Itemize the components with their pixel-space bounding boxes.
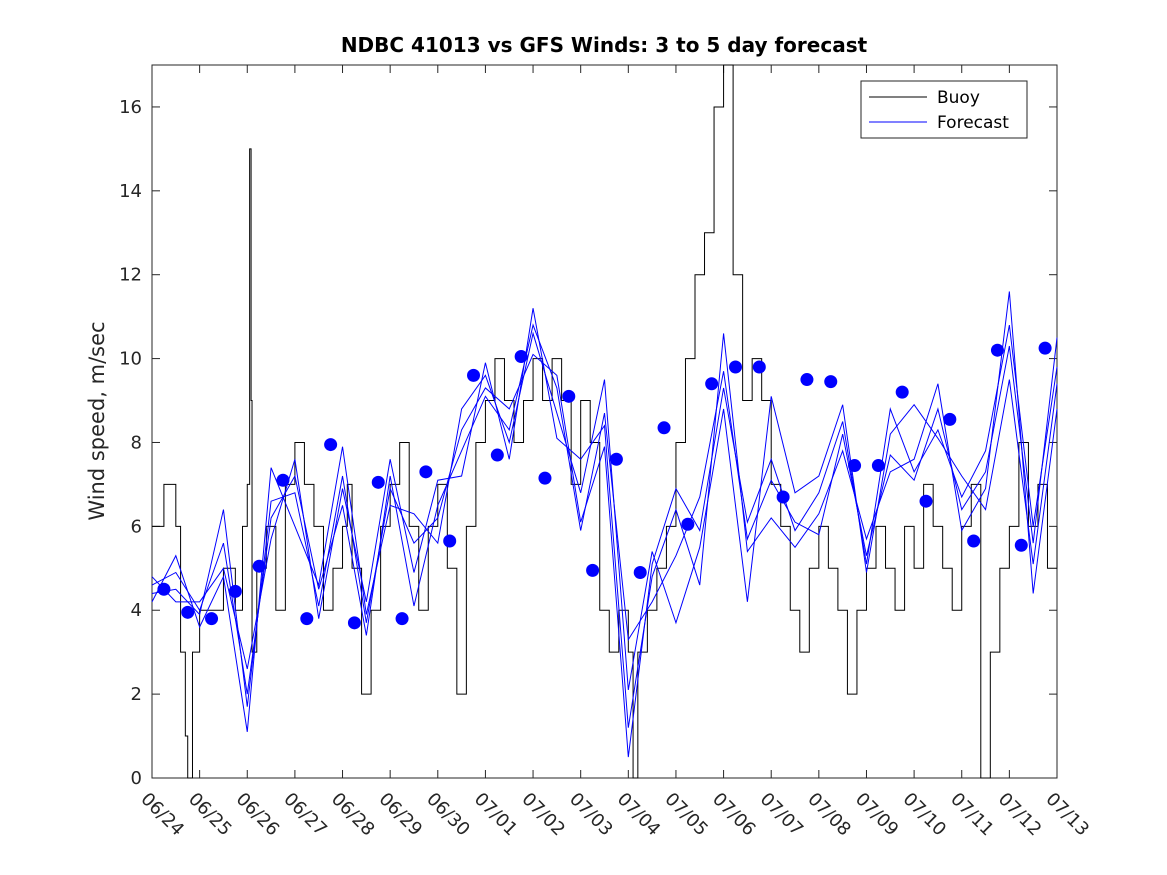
forecast-marker [705,377,719,391]
x-tick-label: 07/12 [994,789,1046,841]
forecast-marker [1038,341,1052,355]
buoy-line [152,64,1058,779]
forecast-marker [347,616,361,630]
y-tick-label: 4 [131,600,142,621]
y-tick-label: 12 [119,265,142,286]
x-tick-label: 07/11 [946,789,998,841]
forecast-marker [990,343,1004,357]
forecast-marker [443,534,457,548]
forecast-line-4 [151,324,1058,758]
forecast-marker [467,368,481,382]
forecast-marker [181,605,195,619]
forecast-markers [157,341,1052,630]
forecast-marker [205,612,219,626]
forecast-marker [776,490,790,504]
forecast-marker [586,563,600,577]
legend-forecast-label: Forecast [937,113,1009,133]
forecast-marker [824,375,838,389]
legend-buoy-label: Buoy [937,88,980,108]
forecast-marker [609,452,623,466]
forecast-marker [681,517,695,531]
x-tick-label: 06/28 [327,789,379,841]
y-tick-label: 0 [131,768,142,789]
forecast-marker [276,473,290,487]
chart-title: NDBC 41013 vs GFS Winds: 3 to 5 day fore… [341,33,868,57]
forecast-marker [419,465,433,479]
buoy-series [152,64,1058,779]
forecast-marker [633,565,647,579]
forecast-marker [490,448,504,462]
forecast-marker [657,421,671,435]
y-tick-label: 6 [131,516,142,537]
forecast-marker [300,612,314,626]
plot-area [151,64,1058,779]
y-tick-label: 10 [119,349,142,370]
y-axis: 0 2 4 6 8 10 12 14 16 [119,97,1057,789]
forecast-marker [228,584,242,598]
x-tick-label: 06/26 [232,789,284,841]
x-tick-label: 07/06 [708,789,760,841]
x-tick-label: 07/07 [756,789,808,841]
forecast-marker [943,412,957,426]
forecast-marker [848,459,862,473]
forecast-marker [157,582,171,596]
forecast-marker [1014,538,1028,552]
x-tick-label: 06/25 [184,789,236,841]
x-tick-label: 07/10 [899,789,951,841]
forecast-marker [514,349,528,363]
forecast-series [151,291,1058,758]
x-tick-label: 06/29 [375,789,427,841]
x-tick-label: 07/01 [470,789,522,841]
x-tick-label: 06/30 [422,789,474,841]
forecast-marker [800,373,814,387]
legend-box [860,80,1028,139]
forecast-marker [252,559,266,573]
y-tick-label: 2 [131,684,142,705]
forecast-marker [562,389,576,403]
x-tick-label: 07/13 [1041,789,1093,841]
forecast-line-3 [151,291,1058,728]
forecast-marker [538,471,552,485]
x-tick-label: 07/02 [518,789,570,841]
x-tick-label: 07/03 [565,789,617,841]
x-tick-label: 07/09 [851,789,903,841]
forecast-marker [728,360,742,374]
x-tick-label: 06/24 [136,789,188,841]
forecast-line-2 [151,331,1058,732]
forecast-marker [919,494,933,508]
x-tick-label: 07/08 [803,789,855,841]
y-tick-label: 14 [119,181,142,202]
x-tick-label: 07/05 [660,789,712,841]
forecast-marker [752,360,766,374]
forecast-marker [395,612,409,626]
forecast-marker [324,438,338,452]
forecast-marker [967,534,981,548]
forecast-marker [871,459,885,473]
y-tick-label: 16 [119,97,142,118]
y-axis-label: Wind speed, m/sec [85,321,109,520]
legend: Buoy Forecast [860,80,1028,139]
forecast-marker [895,385,909,399]
forecast-marker [371,475,385,489]
x-tick-label: 06/27 [279,789,331,841]
y-tick-label: 8 [131,432,142,453]
x-tick-label: 07/04 [613,789,665,841]
